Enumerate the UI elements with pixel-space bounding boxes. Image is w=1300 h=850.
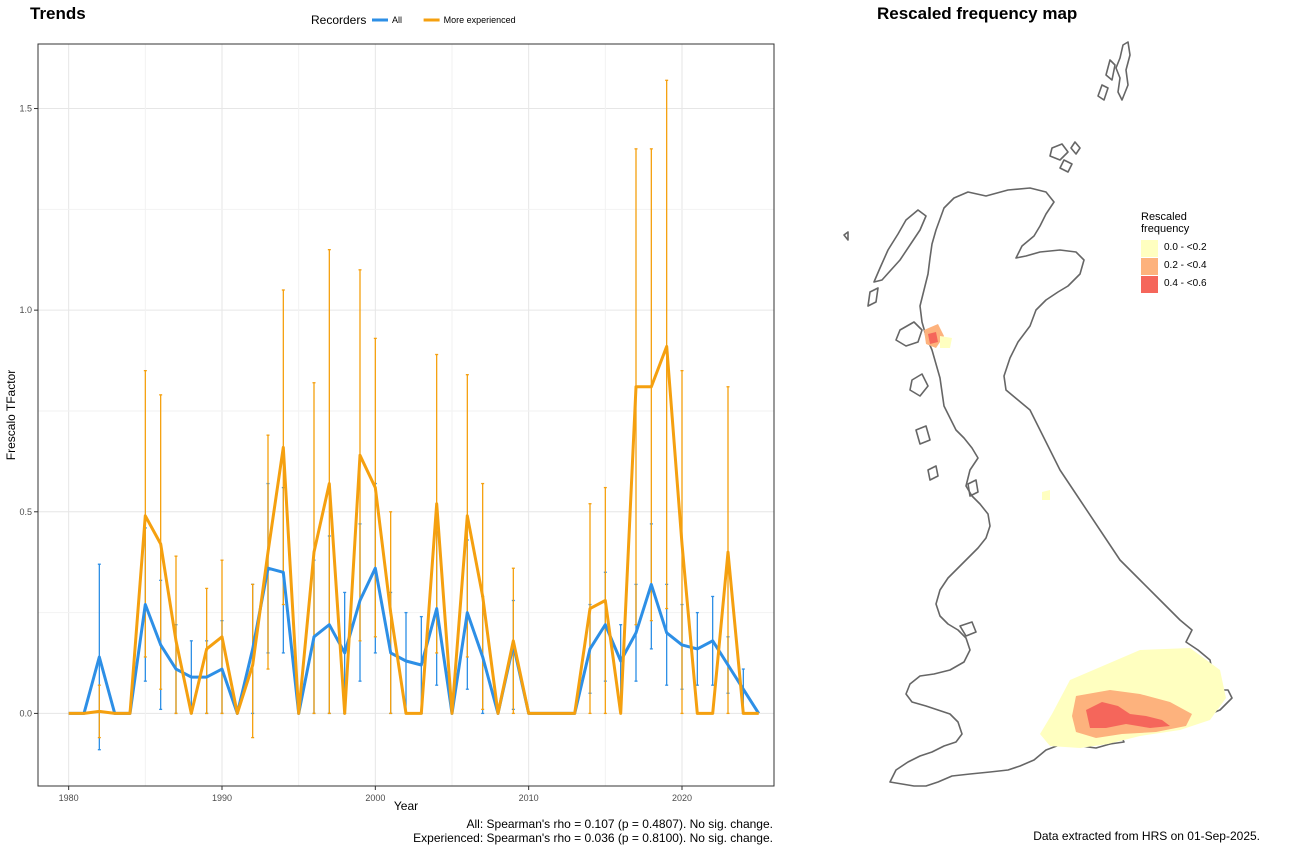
x-tick-label: 1980: [59, 793, 79, 803]
frequency-band-high: [1086, 702, 1170, 728]
legend-label: More experienced: [444, 15, 516, 25]
legend-swatch: [1141, 257, 1158, 275]
y-tick-label: 0.0: [19, 708, 32, 718]
map-legend-item: 0.4 - <0.6: [1141, 275, 1207, 293]
trends-title: Trends: [30, 4, 86, 23]
x-tick-label: 2020: [672, 793, 692, 803]
chart-legend: Recorders All More experienced: [311, 13, 516, 27]
stats-note-experienced: Experienced: Spearman's rho = 0.036 (p =…: [413, 831, 773, 845]
map-legend-title-line1: Rescaled: [1141, 211, 1187, 223]
map-legend-item: 0.0 - <0.2: [1141, 239, 1207, 257]
uk-map: [843, 41, 1233, 787]
legend-label: All: [392, 15, 402, 25]
map-legend-label: 0.0 - <0.2: [1164, 242, 1207, 253]
x-axis-label: Year: [394, 799, 418, 813]
legend-swatch: [1141, 275, 1158, 293]
map-title: Rescaled frequency map: [877, 4, 1078, 23]
frequency-squares: [924, 324, 1226, 748]
y-axis-label: Frescalo TFactor: [4, 370, 18, 460]
frequency-band-high: [928, 332, 938, 344]
map-legend-title-line2: frequency: [1141, 223, 1190, 235]
frequency-band-low: [940, 336, 952, 348]
map-legend-label: 0.4 - <0.6: [1164, 278, 1207, 289]
y-tick-label: 1.5: [19, 104, 32, 114]
plot-border: [37, 43, 775, 787]
stats-note-all: All: Spearman's rho = 0.107 (p = 0.4807)…: [466, 817, 773, 831]
coastline-outline: [843, 41, 1233, 787]
map-legend: Rescaled frequency 0.0 - <0.2 0.2 - <0.4…: [1141, 211, 1207, 293]
map-legend-item: 0.2 - <0.4: [1141, 257, 1207, 275]
stats-notes: All: Spearman's rho = 0.107 (p = 0.4807)…: [173, 817, 773, 845]
trends-chart: Recorders All More experienced 1980 1990 20…: [4, 13, 775, 813]
x-tick-label: 1990: [212, 793, 232, 803]
y-tick-label: 0.5: [19, 507, 32, 517]
series-line-more-experienced: [68, 344, 759, 715]
x-tick-label: 2000: [365, 793, 385, 803]
map-legend-label: 0.2 - <0.4: [1164, 260, 1207, 271]
frequency-band-low: [1042, 490, 1050, 500]
y-tick-label: 1.0: [19, 305, 32, 315]
legend-title: Recorders: [311, 13, 366, 27]
x-tick-label: 2010: [519, 793, 539, 803]
map-footer: Data extracted from HRS on 01-Sep-2025.: [1033, 829, 1260, 843]
legend-swatch: [1141, 239, 1158, 257]
